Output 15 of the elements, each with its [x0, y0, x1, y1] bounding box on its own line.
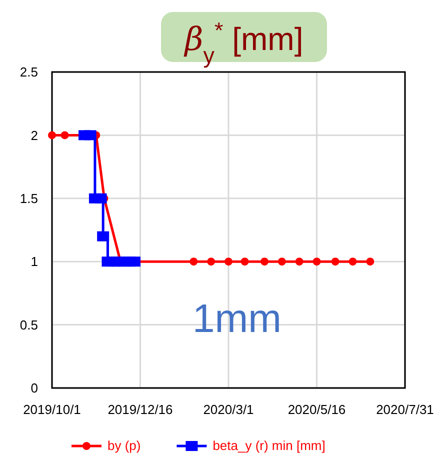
y-tick-label: 2.5: [20, 64, 38, 80]
x-tick-label: 2019/12/16: [108, 402, 173, 417]
legend-label: by (p): [108, 438, 141, 453]
x-tick-label: 2020/3/1: [203, 402, 254, 417]
y-tick-label: 1.5: [20, 190, 38, 206]
chart-title: β$_{y}$$^{*}$ [mm]: [184, 18, 304, 68]
x-tick-label: 2020/7/31: [376, 402, 434, 417]
y-tick-label: 0.5: [20, 317, 38, 332]
y-tick-label: 2: [30, 128, 38, 143]
x-tick-label: 2020/5/16: [288, 402, 346, 417]
legend-label: beta_y (r) min [mm]: [212, 438, 326, 453]
y-tick-label: 0: [30, 380, 38, 396]
annotation: 1mm: [192, 297, 282, 341]
y-tick-label: 1: [30, 254, 38, 270]
x-tick-label: 2019/10/1: [23, 402, 81, 417]
